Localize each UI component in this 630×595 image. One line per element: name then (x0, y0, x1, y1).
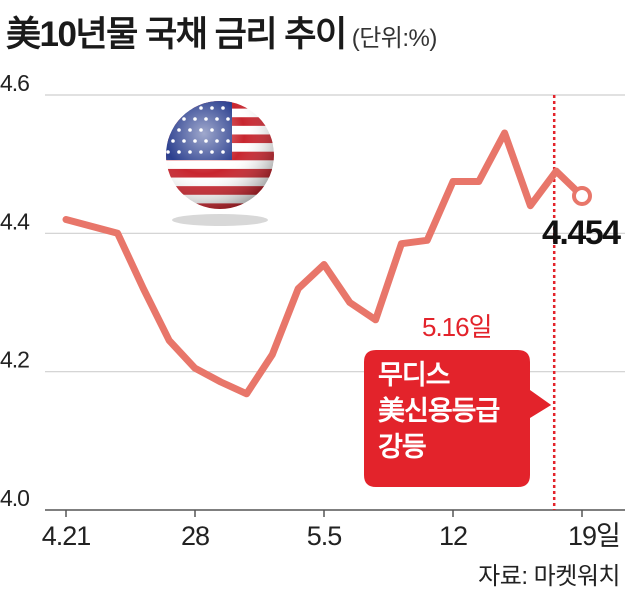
annotation-line-1: 무디스 (378, 360, 450, 390)
annotation-date: 5.16일 (422, 312, 492, 342)
annotation-line-2: 美신용등급 (378, 395, 500, 426)
annotation-line-3: 강등 (378, 432, 426, 462)
x-tick-label: 19일 (568, 521, 620, 551)
y-tick-label: 4.0 (0, 485, 29, 511)
series-line (62, 129, 586, 398)
y-tick-label: 4.6 (0, 70, 29, 96)
us-flag-ball-icon (166, 101, 274, 226)
y-tick-label: 4.4 (0, 208, 30, 234)
last-data-point (572, 185, 592, 206)
title-text: 美10년물 국채 금리 추이 (6, 15, 347, 54)
chart-title: 美10년물 국채 금리 추이 (단위:%) (6, 6, 437, 57)
unit-label: (단위:%) (351, 25, 438, 52)
annotation-callout (364, 350, 552, 487)
y-tick-label: 4.2 (0, 347, 29, 373)
x-tick-label: 5.5 (307, 521, 342, 551)
grid (45, 94, 625, 511)
annotation-box: 무디스 美신용등급 강등 (364, 350, 552, 487)
source-label: 자료: 마켓워치 (478, 563, 620, 590)
x-tick-label: 4.21 (42, 521, 91, 551)
last-value-label: 4.454 (542, 214, 621, 252)
x-tick-label: 12 (439, 521, 467, 551)
x-tick-label: 28 (181, 521, 209, 551)
